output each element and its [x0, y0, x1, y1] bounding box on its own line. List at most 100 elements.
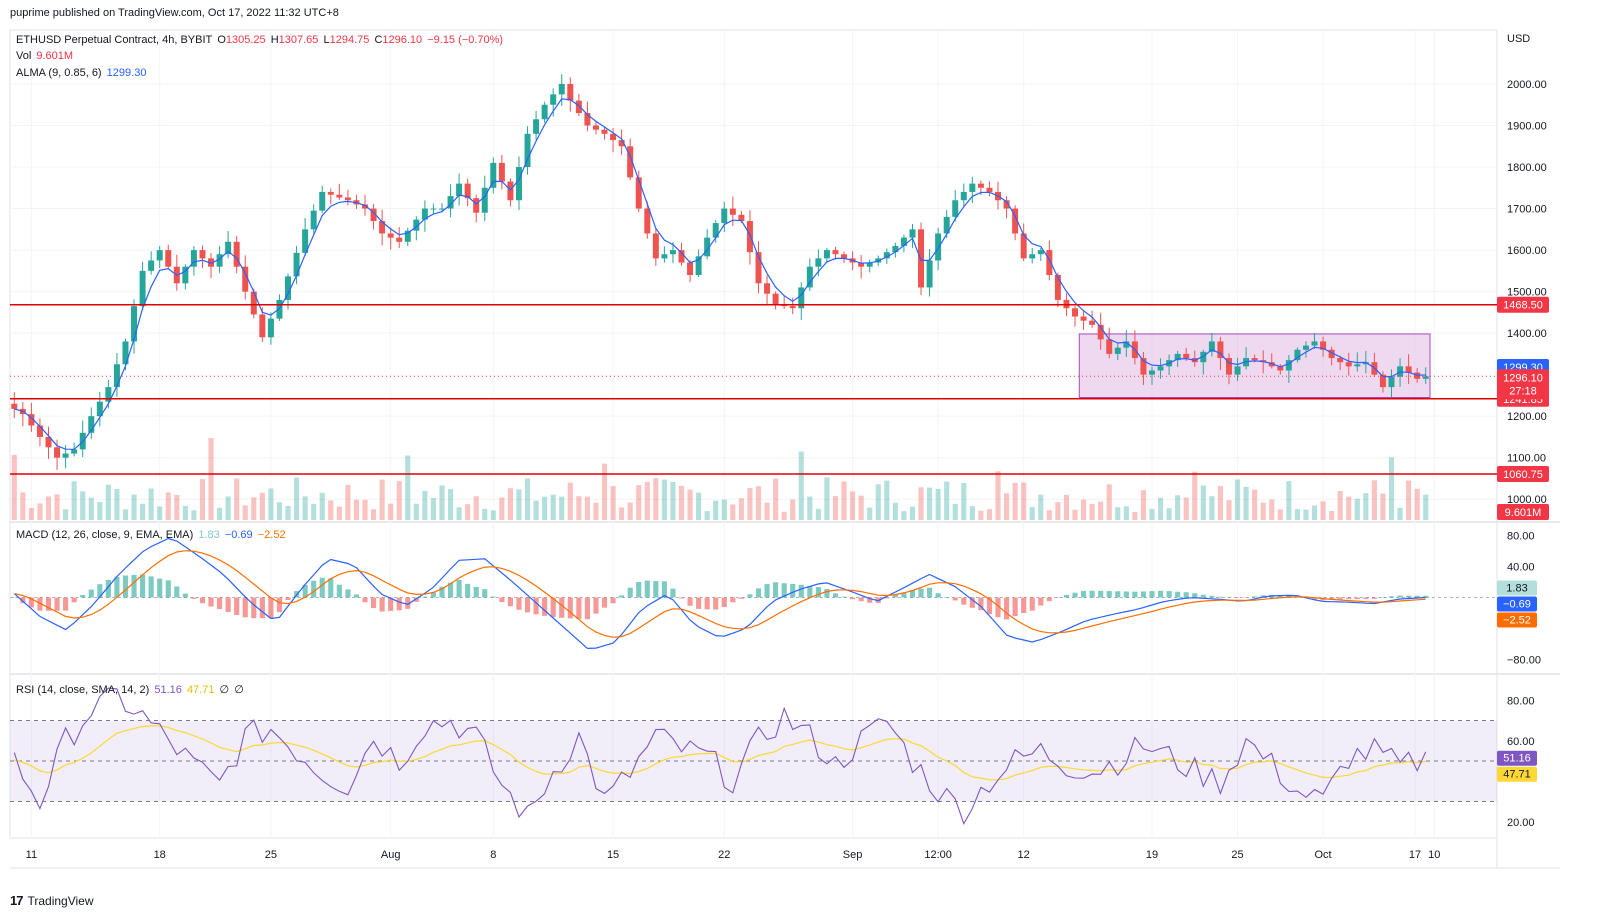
candle-body [900, 237, 907, 246]
candle-body [858, 262, 865, 267]
volume-bar [191, 510, 197, 520]
x-tick-label: 18 [154, 849, 166, 861]
volume-bar [97, 502, 103, 520]
candle-body [404, 230, 411, 242]
high-label: H [270, 34, 279, 46]
candle-body [1123, 341, 1130, 348]
price-tick-label: 1100.00 [1507, 453, 1546, 465]
candle-body [113, 364, 120, 388]
macd-histogram-bar [935, 593, 941, 598]
price-chart[interactable]: USD 2000.00 1900.00 1800.00 1700.00 1600.00 15… [0, 0, 1600, 880]
volume-bar [208, 438, 214, 520]
candle-body [1029, 254, 1036, 259]
macd-histogram-bar [1397, 595, 1403, 598]
candle-body [1114, 347, 1121, 354]
candle-body [88, 416, 95, 433]
macd-histogram-bar [696, 597, 702, 609]
candle-body [1362, 362, 1369, 365]
candle-body [438, 208, 445, 210]
macd-histogram-bar [422, 596, 428, 598]
macd-histogram-bar [687, 597, 693, 606]
price-tick-label: 1600.00 [1507, 245, 1547, 257]
candle-body [1302, 345, 1309, 350]
volume-bar [1217, 486, 1223, 520]
candle-body [464, 183, 471, 199]
macd-histogram-bar [97, 584, 103, 598]
volume-bar [815, 508, 821, 520]
macd-badge-label: −0.69 [1503, 599, 1531, 611]
macd-histogram-bar [747, 594, 753, 598]
volume-bar [54, 494, 60, 520]
currency-label: USD [1507, 33, 1530, 45]
volume-bar [909, 506, 916, 520]
alma-legend[interactable]: ALMA (9, 0.85, 6) 1299.30 [16, 67, 148, 79]
candle-body [1148, 370, 1155, 375]
volume-bar [1140, 490, 1146, 520]
candle-body [772, 293, 779, 305]
macd-histogram-bar [1021, 597, 1027, 613]
macd-histogram-bar [88, 589, 94, 598]
macd-histogram-bar [405, 597, 411, 609]
volume-bar [747, 487, 753, 520]
candle-body [54, 447, 61, 458]
candle-body [319, 191, 326, 211]
macd-histogram-bar [1004, 597, 1010, 620]
candle-body [259, 314, 266, 338]
volume-bar [1055, 502, 1061, 520]
candle-body [823, 250, 830, 259]
volume-bar [704, 511, 710, 520]
volume-bar [1080, 499, 1087, 520]
macd-histogram-bar [379, 597, 385, 612]
level-badge-label: 1060.75 [1503, 469, 1543, 481]
x-tick-label: Oct [1315, 849, 1332, 861]
price-tick-label: 1800.00 [1507, 162, 1547, 174]
volume-bar [370, 509, 377, 520]
volume-bar [935, 488, 941, 520]
volume-legend[interactable]: Vol 9.601M [16, 50, 75, 62]
macd-histogram-bar [388, 597, 394, 611]
candle-body [1046, 250, 1053, 275]
macd-tick-label: 40.00 [1507, 562, 1535, 574]
candle-body [584, 113, 591, 126]
macd-legend[interactable]: MACD (12, 26, close, 9, EMA, EMA) 1.83 −… [16, 529, 288, 541]
candle-body [618, 140, 625, 147]
volume-bar [807, 496, 813, 520]
candle-body [695, 256, 702, 275]
volume-bar [1029, 506, 1035, 520]
macd-histogram-bar [1371, 597, 1377, 599]
volume-bar [559, 496, 565, 520]
rsi-ma-badge [1497, 766, 1537, 782]
x-tick-label: Aug [381, 849, 401, 861]
macd-badge-label: 1.83 [1506, 583, 1527, 595]
macd-histogram-bar [644, 580, 650, 598]
candle-body [1379, 374, 1386, 388]
volume-bar [619, 507, 625, 520]
candle-body [122, 341, 129, 365]
volume-bar [781, 511, 787, 520]
candle-body [165, 250, 172, 267]
rsi-legend[interactable]: RSI (14, close, SMA, 14, 2) 51.16 47.71 … [16, 683, 246, 696]
candle-body [1072, 308, 1078, 317]
volume-bar [1363, 493, 1369, 520]
volume-badge [1497, 504, 1549, 520]
volume-bar [670, 481, 676, 520]
volume-bar [1226, 500, 1232, 520]
x-tick-label: 10 [1428, 849, 1440, 861]
volume-bar [1115, 507, 1121, 520]
volume-bar [336, 506, 342, 520]
macd-histogram-bar [174, 586, 180, 598]
volume-bar [755, 486, 762, 520]
macd-histogram-bar [798, 584, 804, 598]
candle-body [473, 198, 480, 213]
macd-histogram-bar [430, 592, 436, 598]
volume-bar [927, 487, 933, 520]
x-tick-label: 12 [1018, 849, 1030, 861]
volume-bar [524, 478, 531, 520]
symbol-legend[interactable]: ETHUSD Perpetual Contract, 4h, BYBIT O13… [16, 34, 505, 46]
macd-histogram-bar [944, 597, 950, 598]
macd-signal-line [14, 550, 1426, 638]
candle-body [669, 250, 676, 255]
volume-bar [1311, 505, 1318, 520]
macd-histogram-bar [319, 577, 325, 598]
volume-bar [696, 492, 702, 520]
